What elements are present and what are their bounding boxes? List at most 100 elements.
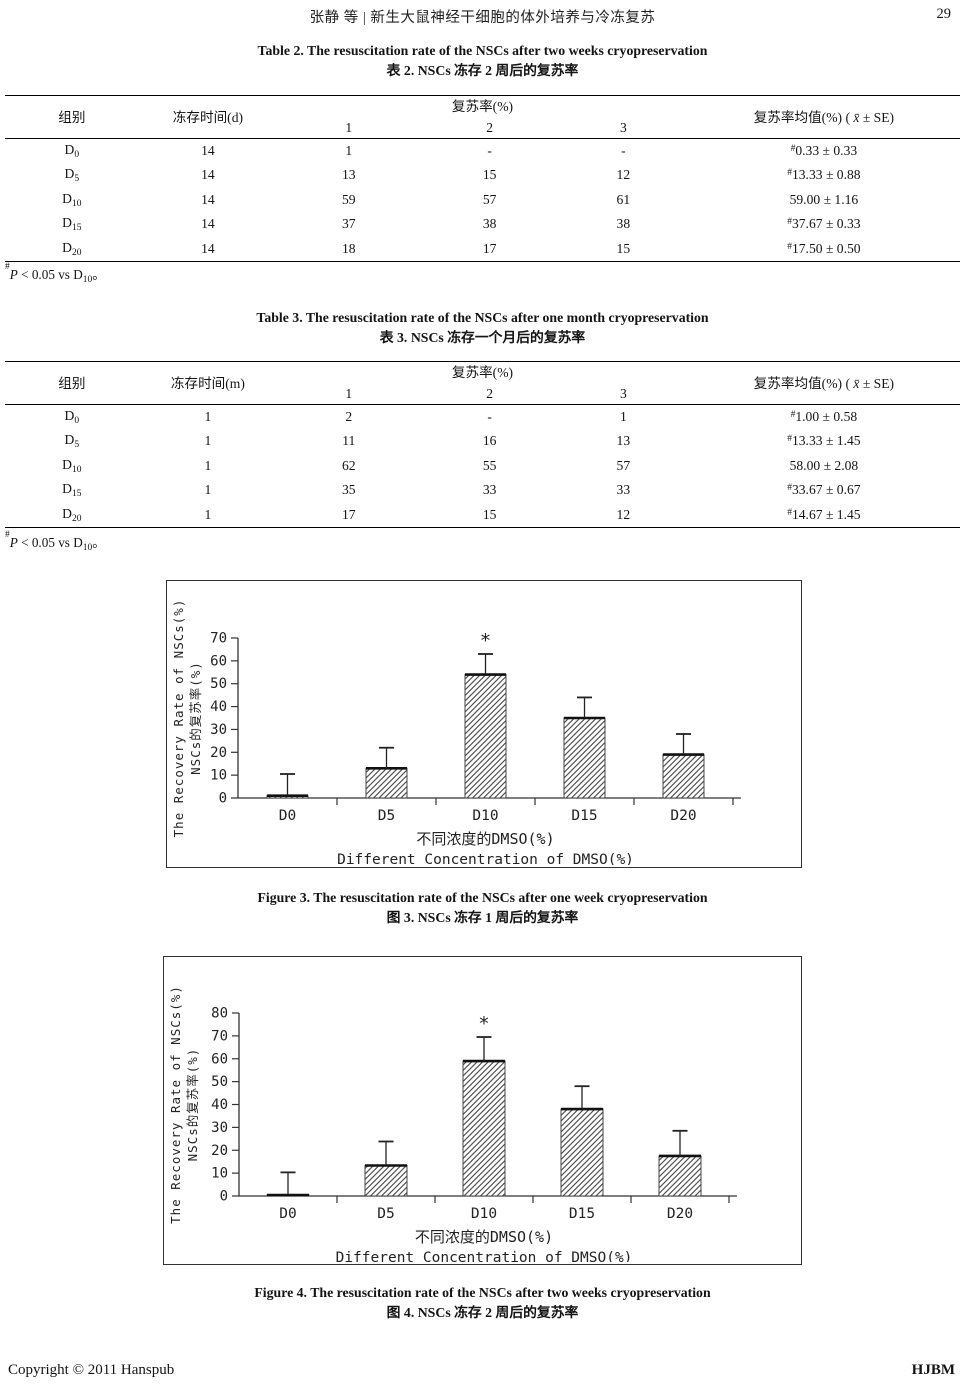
y-axis-title-zh: NSCs的复苏率(%) [188, 661, 203, 775]
bar [662, 754, 705, 799]
figure3-caption-zh: 图 3. NSCs 冻存 1 周后的复苏率 [386, 910, 579, 925]
table-row: D5 14 13 15 12 #13.33 ± 0.88 [5, 163, 960, 187]
y-tick-label: 40 [210, 699, 227, 715]
significance-marker: # [790, 144, 796, 154]
cell-rate: 17 [341, 506, 356, 522]
y-tick-label: 30 [211, 1120, 228, 1136]
mean-value: 14.67 ± 1.45 [791, 506, 861, 522]
cell-rate: 62 [341, 457, 356, 473]
group-base: D [62, 239, 72, 255]
footnote-period: 。 [92, 267, 106, 282]
figure3-frame: 0 10 20 30 40 50 60 70 D0 D5 * D10 D15 D20 不同浓度的DMSO(%… [166, 580, 802, 868]
cell-rate: 1 [619, 409, 627, 424]
y-tick-label: 0 [220, 1189, 228, 1205]
figure4-frame: 0 10 20 30 40 50 60 70 80 D0 D5 * D10 D15 D20 不同浓度的DMSO… [163, 956, 802, 1266]
y-axis-title-en: The Recovery Rate of NSCs(%) [171, 599, 186, 838]
category-label: D15 [571, 808, 597, 824]
cell-mean: #13.33 ± 1.45 [688, 429, 960, 453]
group-subscript: 20 [72, 247, 82, 258]
group-subscript: 5 [74, 174, 80, 185]
table3-footnote: #P < 0.05 vs D10。 [5, 530, 106, 553]
significance-marker: # [787, 507, 792, 518]
footnote-sub: 10 [82, 275, 93, 285]
cell-group: D10 [5, 454, 139, 478]
significance-marker: # [787, 483, 792, 494]
mean-symbol: x̄ [853, 109, 860, 125]
significance-marker: # [787, 241, 792, 252]
col-header-rate: 复苏率(%) [451, 99, 514, 114]
cell-time: 1 [204, 482, 212, 498]
cell-time: 14 [201, 143, 215, 158]
significance-marker: # [787, 434, 792, 445]
mean-value: 59.00 ± 1.16 [789, 191, 859, 207]
y-tick-label: 10 [211, 1166, 228, 1182]
bar [563, 717, 606, 799]
cell-rate: - [621, 143, 626, 158]
y-tick-label: 20 [211, 1143, 228, 1159]
table-row: D15 1 35 33 33 #33.67 ± 0.67 [5, 478, 960, 502]
cell-rate: 38 [482, 216, 497, 232]
bar [365, 767, 408, 799]
cell-time: 1 [204, 457, 212, 473]
col-subheader-trial: 3 [558, 117, 688, 139]
cell-time: 14 [201, 240, 215, 256]
cell-rate: 15 [482, 506, 497, 522]
cell-time: 14 [201, 216, 215, 232]
y-tick-label: 60 [211, 1051, 228, 1067]
col-header-mean: 复苏率均值(%) ( x̄ ± SE) [687, 95, 960, 139]
cell-group: D20 [5, 503, 139, 528]
footnote-text: < 0.05 vs D [17, 535, 83, 550]
cell-group: D10 [5, 188, 139, 212]
cell-rate: 18 [341, 240, 356, 256]
col-subheader-trial: 3 [558, 383, 688, 405]
footnote-period: 。 [92, 535, 106, 550]
cell-mean: 58.00 ± 2.08 [688, 454, 960, 478]
group-base: D [62, 456, 72, 472]
x-axis-title-en: Different Concentration of DMSO(%) [336, 1250, 633, 1262]
table-row: D0 1 2 - 1 #1.00 ± 0.58 [5, 405, 960, 430]
col-header-mean: 复苏率均值(%) ( x̄ ± SE) [687, 361, 960, 405]
group-base: D [62, 190, 72, 206]
cell-rate: 1 [345, 143, 353, 158]
col-subheader-trial: 1 [277, 117, 421, 139]
figure4-bar-chart: 0 10 20 30 40 50 60 70 80 D0 D5 * D10 D15 D20 不同浓度的DMSO… [168, 985, 737, 1266]
figure3-caption-en: Figure 3. The resuscitation rate of the … [257, 890, 708, 905]
category-label: D5 [378, 808, 395, 824]
table3-title-zh: 表 3. NSCs 冻存一个月后的复苏率 [379, 330, 586, 345]
cell-mean: #33.67 ± 0.67 [688, 478, 960, 502]
cell-rate: 16 [482, 433, 497, 449]
cell-mean: #13.33 ± 0.88 [688, 163, 960, 187]
data-table: 组别 冻存时间(d) 复苏率(%) 复苏率均值(%) ( x̄ ± SE) 1 2 3 D0 1… [5, 95, 960, 263]
mean-value: 37.67 ± 0.33 [791, 216, 861, 232]
table-row: D10 1 62 55 57 58.00 ± 2.08 [5, 454, 960, 478]
cell-mean: 59.00 ± 1.16 [688, 188, 960, 212]
col-header-rate: 复苏率(%) [451, 365, 514, 380]
group-subscript: 5 [74, 440, 80, 451]
group-subscript: 10 [72, 198, 82, 209]
mean-value: 13.33 ± 0.88 [791, 167, 861, 183]
table-row: D0 14 1 - - #0.33 ± 0.33 [5, 139, 960, 164]
cell-rate: 12 [616, 506, 631, 522]
cell-rate: 57 [616, 457, 631, 473]
col-subheader-trial: 2 [420, 383, 559, 405]
cell-rate: 2 [345, 409, 353, 424]
cell-group: D15 [5, 478, 139, 502]
cell-group: D15 [5, 212, 139, 236]
category-label: D10 [471, 1206, 497, 1222]
copyright-text: Copyright © 2011 Hanspub [8, 1362, 175, 1378]
table2-title-en: Table 2. The resuscitation rate of the N… [257, 43, 708, 58]
cell-time: 14 [201, 167, 215, 183]
cell-group: D0 [5, 405, 139, 430]
cell-time: 1 [204, 506, 212, 522]
mean-symbol: x̄ [853, 375, 860, 391]
figure4-caption-en: Figure 4. The resuscitation rate of the … [254, 1285, 711, 1300]
category-label: D0 [279, 808, 296, 824]
running-header-title: 张静 等 | 新生大鼠神经干细胞的体外培养与冷冻复苏 [309, 10, 656, 26]
category-label: D10 [472, 808, 498, 824]
cell-rate: 35 [341, 482, 356, 498]
category-label: D20 [667, 1206, 693, 1222]
group-base: D [64, 432, 75, 448]
group-base: D [62, 481, 72, 497]
y-tick-label: 30 [210, 722, 227, 738]
table-row: D10 14 59 57 61 59.00 ± 1.16 [5, 188, 960, 212]
